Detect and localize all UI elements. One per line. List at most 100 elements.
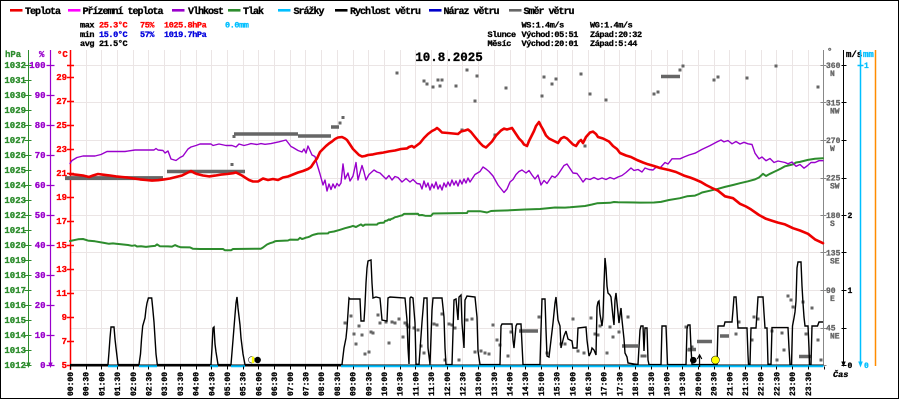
svg-text:13:30: 13:30 (491, 372, 500, 396)
svg-text:13: 13 (56, 265, 67, 275)
svg-text:1024: 1024 (4, 181, 26, 191)
svg-text:17:30: 17:30 (616, 372, 625, 396)
svg-text:Čas: Čas (833, 369, 848, 380)
svg-text:17: 17 (56, 217, 67, 227)
svg-text:60: 60 (35, 181, 46, 191)
svg-text:45: 45 (826, 325, 836, 334)
svg-text:Tlak: Tlak (243, 6, 264, 18)
svg-text:100: 100 (29, 61, 45, 71)
svg-text:Západ:20:32: Západ:20:32 (590, 30, 642, 40)
svg-text:mm: mm (863, 50, 874, 60)
svg-text:29: 29 (56, 73, 67, 83)
svg-text:1028: 1028 (4, 121, 26, 131)
svg-text:min: min (80, 30, 94, 40)
svg-text:°: ° (827, 47, 832, 57)
svg-text:S: S (830, 220, 835, 229)
svg-text:20:00: 20:00 (695, 372, 704, 396)
svg-text:0.0mm: 0.0mm (225, 21, 249, 31)
svg-text:20:30: 20:30 (711, 372, 720, 396)
svg-text:75%: 75% (140, 21, 155, 31)
svg-text:16:00: 16:00 (569, 372, 578, 396)
svg-text:WG:1.4m/s: WG:1.4m/s (590, 21, 633, 31)
svg-text:E: E (830, 295, 835, 304)
svg-text:1013: 1013 (4, 346, 26, 356)
svg-text:360: 360 (826, 62, 841, 71)
svg-text:15.0°C: 15.0°C (99, 30, 128, 40)
svg-text:57%: 57% (140, 30, 155, 40)
svg-text:avg: avg (80, 39, 94, 49)
svg-text:18:00: 18:00 (632, 372, 641, 396)
svg-text:1016: 1016 (4, 301, 26, 311)
svg-text:1029: 1029 (4, 106, 26, 116)
svg-text:13:00: 13:00 (475, 372, 484, 396)
svg-text:1022: 1022 (4, 211, 26, 221)
svg-text:1014: 1014 (4, 331, 26, 341)
svg-text:90: 90 (826, 287, 836, 296)
svg-text:Přízemní teplota: Přízemní teplota (83, 6, 164, 18)
svg-text:NE: NE (830, 333, 840, 342)
svg-text:1: 1 (864, 62, 869, 71)
svg-text:50: 50 (35, 211, 46, 221)
svg-text:07:30: 07:30 (303, 372, 312, 396)
svg-text:0: 0 (40, 361, 45, 371)
svg-text:1026: 1026 (4, 151, 26, 161)
svg-text:Slunce: Slunce (488, 30, 517, 40)
svg-text:W: W (830, 145, 835, 154)
svg-text:10:00: 10:00 (381, 372, 390, 396)
svg-text:Náraz větru: Náraz větru (444, 6, 500, 18)
svg-text:max: max (80, 21, 94, 31)
svg-text:22:00: 22:00 (758, 372, 767, 396)
svg-text:1019.7hPa: 1019.7hPa (164, 30, 207, 40)
svg-text:18:30: 18:30 (648, 372, 657, 396)
svg-text:%: % (39, 50, 45, 60)
svg-text:Západ:5:44: Západ:5:44 (590, 39, 637, 49)
svg-text:1032: 1032 (4, 61, 26, 71)
svg-text:20: 20 (35, 301, 46, 311)
svg-text:09:30: 09:30 (365, 372, 374, 396)
svg-text:90: 90 (35, 91, 46, 101)
svg-text:SW: SW (830, 183, 840, 192)
svg-text:17:00: 17:00 (601, 372, 610, 396)
svg-text:22:30: 22:30 (773, 372, 782, 396)
svg-text:05:00: 05:00 (224, 372, 233, 396)
svg-text:30: 30 (35, 271, 46, 281)
svg-text:1023: 1023 (4, 196, 26, 206)
svg-text:135: 135 (826, 250, 841, 259)
svg-text:WS:1.4m/s: WS:1.4m/s (522, 21, 565, 31)
svg-text:19:00: 19:00 (664, 372, 673, 396)
svg-text:1021: 1021 (4, 226, 26, 236)
svg-text:Teplota: Teplota (25, 6, 61, 18)
svg-text:04:30: 04:30 (208, 372, 217, 396)
svg-text:00:00: 00:00 (67, 372, 76, 396)
svg-text:70: 70 (35, 151, 46, 161)
svg-text:19: 19 (56, 193, 67, 203)
svg-text:02:30: 02:30 (146, 372, 155, 396)
svg-text:15: 15 (56, 241, 67, 251)
svg-text:Srážky: Srážky (294, 6, 325, 18)
svg-text:1025: 1025 (4, 166, 26, 176)
svg-text:23: 23 (56, 145, 67, 155)
svg-text:08:00: 08:00 (318, 372, 327, 396)
svg-text:7: 7 (62, 337, 67, 347)
svg-text:10.8.2025: 10.8.2025 (415, 51, 483, 65)
svg-text:04:00: 04:00 (193, 372, 202, 396)
svg-text:225: 225 (826, 175, 841, 184)
svg-text:25: 25 (56, 121, 67, 131)
svg-text:Rychlost větru: Rychlost větru (350, 6, 421, 18)
svg-text:Východ:20:01: Východ:20:01 (522, 39, 579, 49)
svg-text:5: 5 (62, 361, 67, 371)
svg-text:1027: 1027 (4, 136, 26, 146)
svg-text:27: 27 (56, 97, 67, 107)
svg-text:m/s: m/s (846, 50, 862, 60)
svg-text:19:30: 19:30 (679, 372, 688, 396)
svg-text:10: 10 (35, 331, 46, 341)
svg-text:1017: 1017 (4, 286, 26, 296)
svg-text:SE: SE (830, 258, 840, 267)
svg-text:1018: 1018 (4, 271, 26, 281)
svg-text:0: 0 (848, 362, 853, 371)
svg-text:270: 270 (826, 137, 841, 146)
svg-text:0: 0 (864, 362, 869, 371)
svg-text:180: 180 (826, 212, 841, 221)
svg-text:15:00: 15:00 (538, 372, 547, 396)
svg-text:Směr větru: Směr větru (524, 6, 575, 18)
